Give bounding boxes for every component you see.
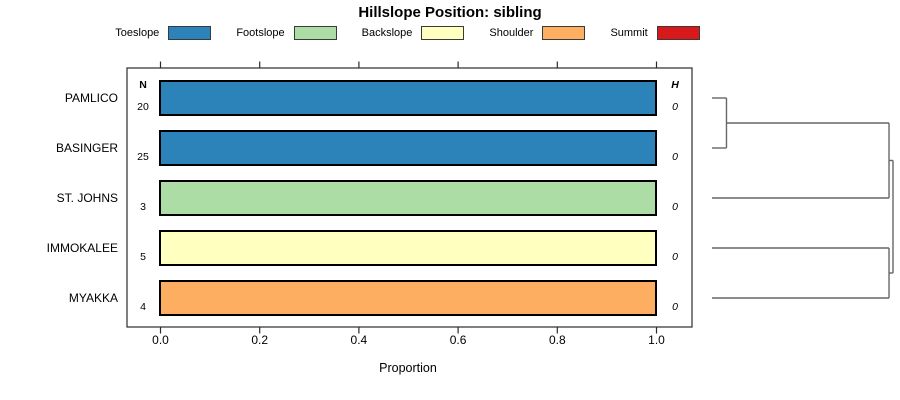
- n-value: 5: [140, 251, 146, 263]
- legend-label: Shoulder: [489, 27, 534, 39]
- legend-swatch-backslope: [421, 26, 465, 40]
- legend-swatch-shoulder: [542, 26, 586, 40]
- x-tick-label: 0.6: [449, 333, 467, 347]
- legend: Toeslope Footslope Backslope Shoulder Su…: [0, 24, 815, 42]
- row-label-pamlico: PAMLICO: [64, 91, 118, 105]
- n-column-header: N: [139, 79, 147, 91]
- legend-entry-summit: Summit: [610, 26, 700, 40]
- h-value: 0: [672, 251, 678, 263]
- h-value: 0: [672, 301, 678, 313]
- x-tick-label: 0.2: [251, 333, 269, 347]
- chart-title: Hillslope Position: sibling: [358, 4, 542, 21]
- legend-swatch-toeslope: [168, 26, 212, 40]
- row-label-basinger: BASINGER: [55, 141, 118, 155]
- h-column-header: H: [671, 79, 679, 91]
- x-tick-label: 0.0: [152, 333, 169, 347]
- n-value: 4: [140, 301, 146, 313]
- x-tick-label: 0.4: [350, 333, 368, 347]
- x-tick-label: 1.0: [648, 333, 665, 347]
- legend-label: Toeslope: [115, 27, 160, 39]
- h-value: 0: [672, 151, 678, 163]
- n-value: 25: [137, 151, 149, 163]
- row-label-st-johns: ST. JOHNS: [56, 191, 118, 205]
- legend-entry-shoulder: Shoulder: [489, 26, 586, 40]
- legend-swatch-footslope: [293, 26, 337, 40]
- row-label-immokalee: IMMOKALEE: [46, 241, 118, 255]
- x-axis-title: Proportion: [379, 361, 437, 375]
- legend-label: Footslope: [236, 27, 285, 39]
- n-value: 3: [140, 201, 146, 213]
- legend-entry-backslope: Backslope: [362, 26, 465, 40]
- legend-label: Backslope: [361, 27, 413, 39]
- legend-label: Summit: [610, 27, 648, 39]
- n-value: 20: [137, 101, 149, 113]
- x-tick-label: 0.8: [548, 333, 566, 347]
- h-value: 0: [672, 201, 678, 213]
- legend-swatch-summit: [656, 26, 700, 40]
- legend-entry-toeslope: Toeslope: [115, 26, 212, 40]
- row-label-myakka: MYAKKA: [68, 291, 118, 305]
- legend-entry-footslope: Footslope: [236, 26, 337, 40]
- h-value: 0: [672, 101, 678, 113]
